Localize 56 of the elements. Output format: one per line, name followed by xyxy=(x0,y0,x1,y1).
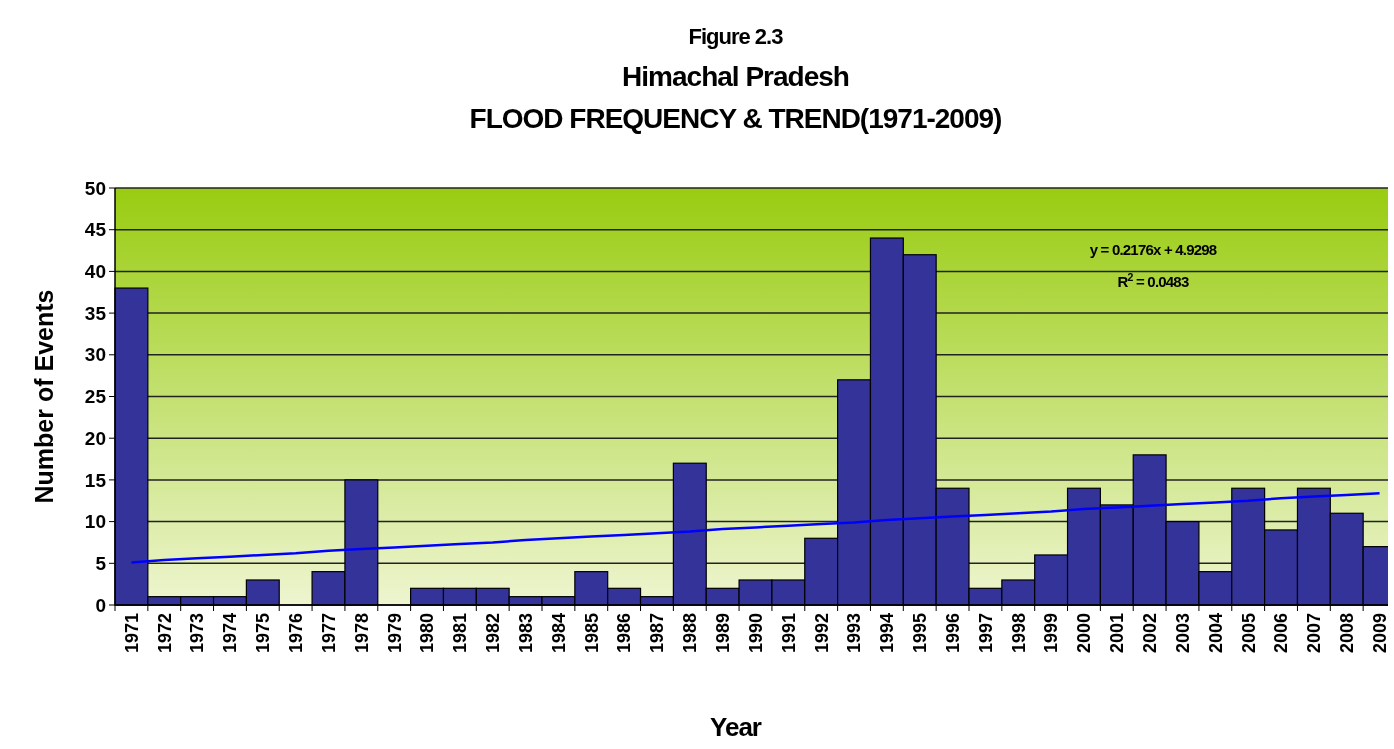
y-tick-label: 40 xyxy=(84,261,106,283)
x-tick-label: 2001 xyxy=(1107,613,1128,654)
y-tick-label: 45 xyxy=(84,219,107,241)
y-tick-label: 15 xyxy=(84,469,107,491)
x-tick-label: 2009 xyxy=(1369,613,1390,654)
x-tick-label: 1974 xyxy=(220,613,241,654)
x-tick-label: 1996 xyxy=(942,613,963,654)
annotation: R$^{2}$ = 0.0483 xyxy=(1117,271,1189,290)
x-tick-label: 1973 xyxy=(187,613,208,654)
annotation: y = 0.2176x + 4.9298 xyxy=(1089,241,1217,258)
x-tick-label: 2004 xyxy=(1205,613,1226,654)
y-tick-label: 10 xyxy=(84,511,106,533)
y-tick-label: 50 xyxy=(84,177,106,199)
y-tick-label: 30 xyxy=(84,344,106,366)
x-tick-label: 2000 xyxy=(1074,613,1095,654)
x-tick-label: 2005 xyxy=(1238,613,1259,654)
x-tick-label: 1982 xyxy=(483,613,504,654)
x-tick-label: 1984 xyxy=(548,613,569,654)
y-tick-label: 20 xyxy=(84,427,106,449)
x-tick-label: 1977 xyxy=(318,613,339,654)
x-tick-label: 1991 xyxy=(778,613,799,654)
x-tick-label: 2003 xyxy=(1172,613,1193,654)
x-tick-label: 1972 xyxy=(154,613,175,654)
x-tick-label: 1999 xyxy=(1041,613,1062,654)
x-tick-label: 1980 xyxy=(417,613,438,654)
x-tick-label: 2002 xyxy=(1139,613,1160,654)
x-tick-label: 1979 xyxy=(384,613,405,654)
y-tick-label: 5 xyxy=(95,552,107,574)
y-tick-label: 25 xyxy=(84,386,107,408)
x-tick-label: 1986 xyxy=(614,613,635,654)
x-tick-label: 1983 xyxy=(515,613,536,654)
x-tick-label: 1978 xyxy=(351,613,372,654)
x-axis-title: Year xyxy=(710,712,762,742)
x-tick-label: 1998 xyxy=(1008,613,1029,654)
y-tick-label: 35 xyxy=(84,302,107,324)
y-axis-title: Number of Events xyxy=(30,289,58,504)
x-tick-label: 1981 xyxy=(450,613,471,654)
x-tick-label: 1987 xyxy=(647,613,668,654)
x-tick-label: 2008 xyxy=(1337,613,1358,654)
x-tick-label: 1993 xyxy=(844,613,865,654)
x-tick-label: 2006 xyxy=(1271,613,1292,654)
x-tick-label: 1975 xyxy=(253,613,274,654)
x-tick-label: 1990 xyxy=(745,613,766,654)
x-tick-label: 1989 xyxy=(712,613,733,654)
x-tick-label: 1985 xyxy=(581,613,602,654)
x-tick-label: 1995 xyxy=(910,613,931,654)
y-tick-label: 0 xyxy=(95,594,106,616)
x-tick-label: 1971 xyxy=(121,613,142,654)
x-tick-label: 1992 xyxy=(811,613,832,654)
chart-title: Figure 2.3 Himachal Pradesh FLOOD FREQUENCY & TREND(1971-2009) xyxy=(469,24,1002,134)
x-tick-label: 2007 xyxy=(1304,613,1325,654)
x-tick-label: 1997 xyxy=(975,613,996,654)
x-tick-label: 1994 xyxy=(877,613,898,654)
x-tick-label: 1988 xyxy=(680,613,701,654)
line-series xyxy=(130,491,1381,564)
x-tick-label: 1976 xyxy=(285,613,306,654)
